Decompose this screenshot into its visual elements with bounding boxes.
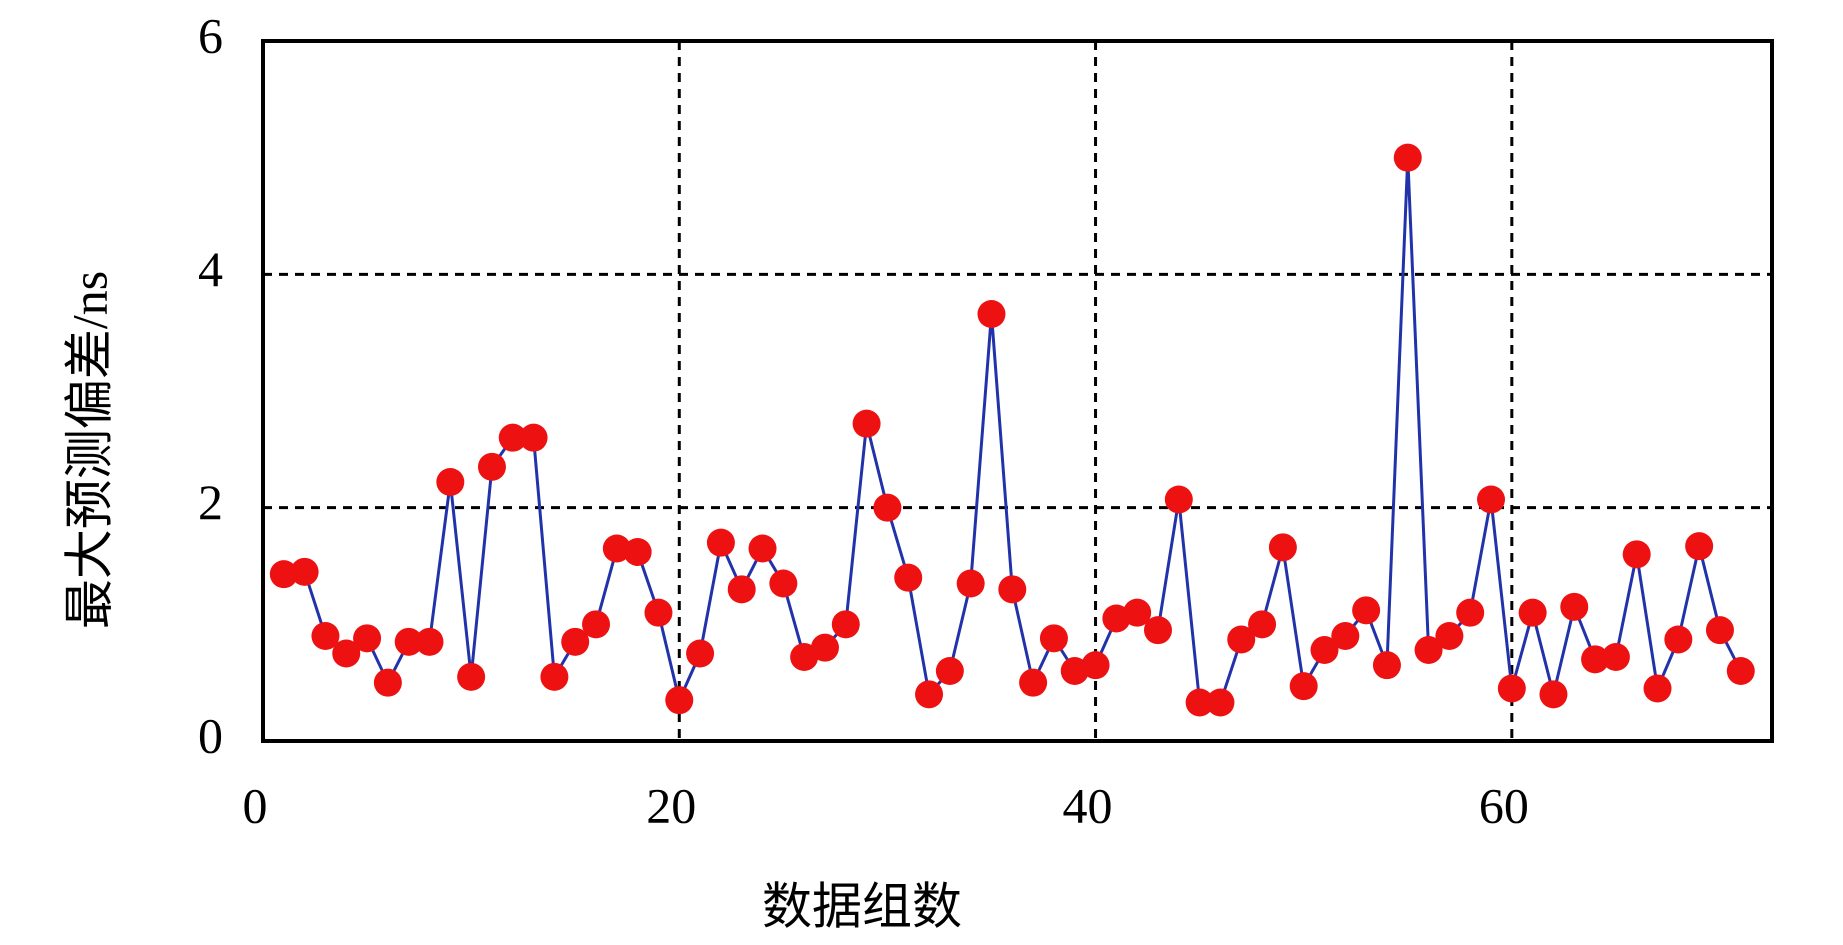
marker [1393, 143, 1422, 172]
marker [1268, 533, 1297, 562]
marker [706, 528, 735, 557]
marker [1664, 625, 1693, 654]
marker [602, 534, 631, 563]
marker [727, 575, 756, 604]
marker [1581, 645, 1610, 674]
x-tick-label: 0 [243, 777, 268, 833]
marker [1539, 680, 1568, 709]
marker [1310, 636, 1339, 664]
marker [477, 452, 506, 481]
marker [519, 423, 548, 452]
marker [1705, 616, 1734, 645]
y-tick-label: 2 [198, 474, 223, 530]
y-tick-label: 0 [198, 707, 223, 763]
marker [1081, 651, 1110, 680]
marker [1331, 622, 1360, 650]
marker [1726, 657, 1755, 685]
marker [769, 569, 798, 598]
marker [1352, 596, 1381, 625]
marker [665, 686, 694, 715]
x-tick-label: 60 [1479, 777, 1529, 833]
marker [1560, 592, 1589, 621]
marker [1206, 688, 1235, 717]
marker [457, 662, 486, 691]
marker [311, 622, 340, 650]
marker [1019, 668, 1048, 697]
marker [1248, 610, 1277, 639]
marker [1372, 651, 1401, 680]
marker [1685, 532, 1714, 561]
marker [394, 627, 423, 656]
plot-frame [261, 39, 1774, 743]
marker [1497, 674, 1526, 703]
marker [686, 639, 715, 668]
marker [1185, 688, 1214, 717]
marker [644, 598, 673, 627]
x-tick-label: 20 [646, 777, 696, 833]
marker [1622, 540, 1651, 569]
marker [373, 668, 402, 697]
marker [831, 610, 860, 639]
marker [748, 534, 777, 563]
marker [436, 468, 465, 496]
marker [873, 493, 902, 522]
x-tick-label: 40 [1063, 777, 1113, 833]
marker [977, 300, 1006, 328]
marker [1601, 643, 1630, 671]
marker [332, 639, 361, 668]
marker [1143, 616, 1172, 645]
marker [1643, 674, 1672, 703]
marker [1227, 625, 1256, 654]
marker [561, 627, 590, 656]
marker [810, 633, 839, 662]
marker [1414, 636, 1443, 664]
marker [582, 610, 611, 639]
marker [1123, 598, 1152, 627]
marker [353, 624, 382, 653]
marker [1039, 624, 1068, 653]
marker [1289, 672, 1318, 701]
marker [1518, 598, 1547, 627]
x-axis-label: 数据组数 [762, 878, 962, 934]
marker [915, 680, 944, 709]
marker [956, 569, 985, 598]
marker [623, 538, 652, 566]
marker [998, 575, 1027, 604]
marker [269, 560, 298, 589]
marker [1477, 485, 1506, 514]
marker [498, 423, 527, 452]
y-tick-label: 4 [198, 241, 223, 297]
marker [1164, 485, 1193, 514]
marker [540, 662, 569, 691]
marker [852, 409, 881, 438]
marker [1435, 622, 1464, 650]
y-axis-label: 最大预测偏差/ns [61, 271, 117, 629]
marker [1456, 598, 1485, 627]
marker [894, 563, 923, 592]
marker [290, 557, 319, 586]
marker [790, 643, 819, 671]
marker [935, 657, 964, 685]
y-tick-label: 6 [198, 7, 223, 63]
marker [415, 627, 444, 656]
